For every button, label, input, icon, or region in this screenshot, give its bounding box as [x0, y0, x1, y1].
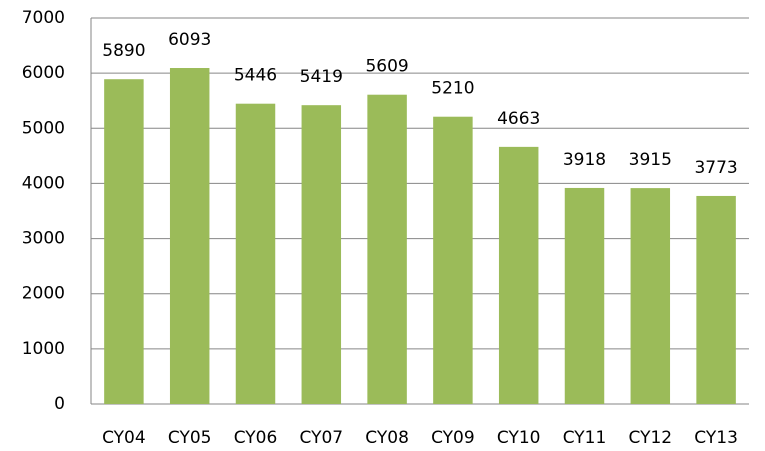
value-label: 3915 — [629, 150, 672, 170]
y-tick-label: 0 — [54, 394, 65, 414]
x-tick-label: CY07 — [300, 428, 344, 448]
value-label: 5609 — [365, 57, 408, 77]
bar — [104, 79, 144, 405]
value-label: 6093 — [168, 30, 211, 50]
x-tick-label: CY12 — [629, 428, 673, 448]
bar — [367, 94, 407, 405]
value-label: 5446 — [234, 66, 277, 86]
x-tick-label: CY05 — [168, 428, 212, 448]
y-tick-label: 6000 — [22, 63, 65, 83]
x-tick-label: CY04 — [102, 428, 146, 448]
value-label: 5210 — [431, 79, 474, 99]
y-tick-label: 1000 — [22, 339, 65, 359]
x-tick-label: CY13 — [694, 428, 738, 448]
bar — [696, 195, 736, 404]
value-label: 5890 — [102, 41, 145, 61]
y-tick-label: 4000 — [22, 173, 65, 193]
x-tick-label: CY08 — [365, 428, 409, 448]
bar — [498, 146, 539, 405]
value-label: 3918 — [563, 150, 606, 170]
value-label: 5419 — [300, 67, 343, 87]
value-label: 4663 — [497, 109, 540, 129]
bar — [564, 187, 605, 404]
y-tick-label: 3000 — [22, 229, 65, 249]
x-tick-label: CY06 — [234, 428, 278, 448]
bar — [433, 116, 473, 404]
y-tick-label: 7000 — [22, 8, 65, 28]
bar — [235, 103, 276, 404]
bar — [630, 188, 671, 404]
x-tick-label: CY09 — [431, 428, 475, 448]
x-tick-label: CY10 — [497, 428, 541, 448]
bar — [169, 68, 210, 404]
x-tick-label: CY11 — [563, 428, 607, 448]
y-tick-label: 5000 — [22, 118, 65, 138]
bar — [301, 105, 342, 405]
y-tick-label: 2000 — [22, 284, 65, 304]
value-label: 3773 — [694, 158, 737, 178]
